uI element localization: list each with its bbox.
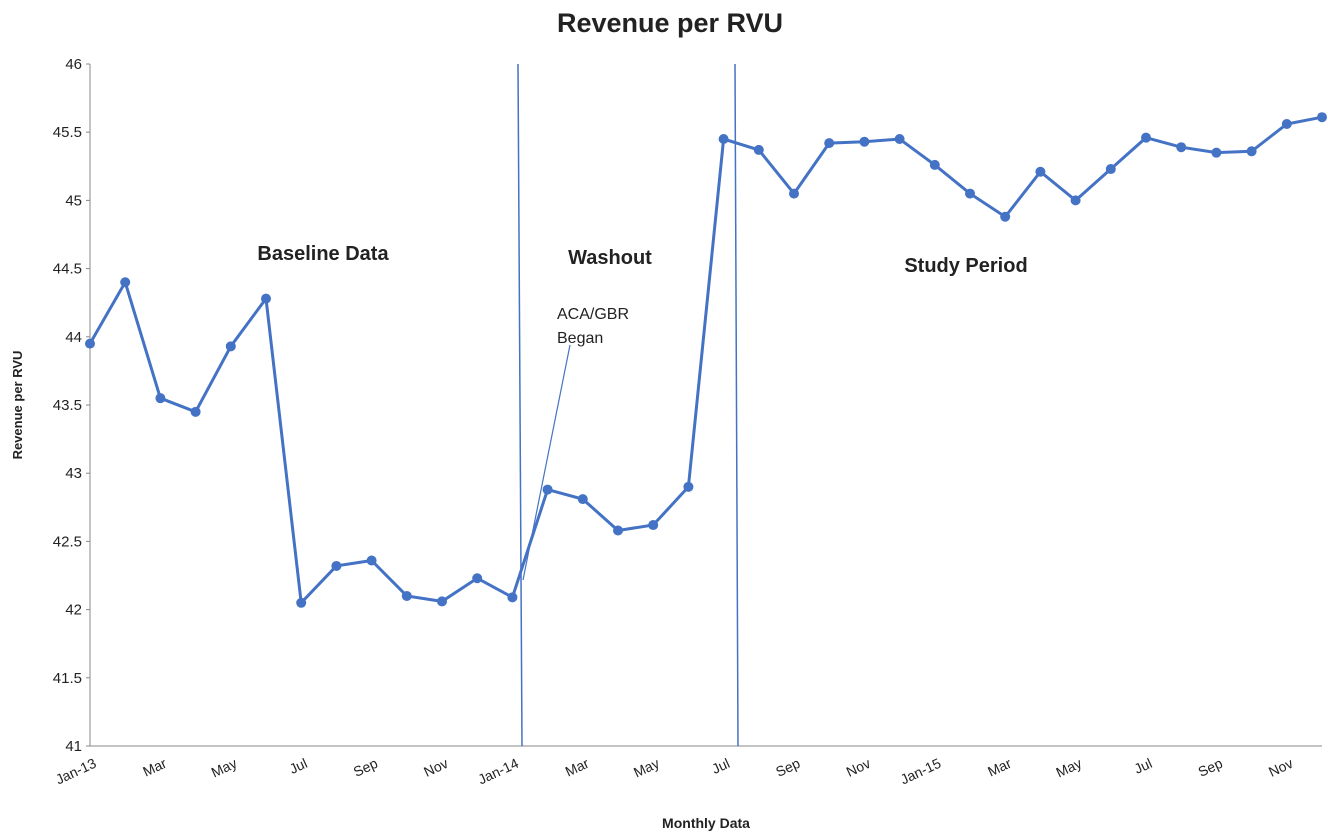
y-tick-label: 41.5 xyxy=(53,670,82,687)
x-tick-label: May xyxy=(631,755,662,781)
x-tick-label: Mar xyxy=(140,755,169,780)
x-tick-label: Jan-13 xyxy=(53,755,99,788)
data-point xyxy=(789,188,799,199)
y-tick-label: 42.5 xyxy=(53,533,82,550)
data-point xyxy=(929,159,940,170)
data-point xyxy=(1246,146,1257,157)
x-tick-label: Sep xyxy=(773,755,803,780)
y-tick-label: 42 xyxy=(65,602,82,619)
data-point xyxy=(1317,112,1327,123)
y-tick-label: 45 xyxy=(65,192,82,209)
data-point xyxy=(401,590,412,601)
data-point xyxy=(366,555,377,566)
data-point xyxy=(155,393,166,404)
data-point xyxy=(507,592,518,603)
chart-title: Revenue per RVU xyxy=(557,8,783,38)
y-axis-label: Revenue per RVU xyxy=(10,351,25,460)
data-point xyxy=(824,138,835,149)
x-tick-label: Nov xyxy=(421,755,450,780)
annotation: Began xyxy=(557,330,603,347)
data-point xyxy=(1035,166,1046,177)
annotation: Study Period xyxy=(904,255,1027,277)
data-point xyxy=(296,597,307,608)
data-point xyxy=(577,494,588,505)
data-point xyxy=(1000,211,1011,222)
annotation: Washout xyxy=(568,247,652,269)
y-tick-label: 44 xyxy=(65,329,82,346)
data-point xyxy=(437,596,447,607)
data-point xyxy=(1281,119,1292,130)
data-point xyxy=(1176,142,1187,153)
x-axis-label: Monthly Data xyxy=(662,815,750,831)
series-line xyxy=(88,115,1323,607)
y-tick-label: 46 xyxy=(65,56,82,73)
y-tick-label: 43.5 xyxy=(53,397,82,414)
data-point xyxy=(859,136,870,147)
data-point xyxy=(753,144,764,155)
x-tick-label: Jan-15 xyxy=(898,755,944,788)
y-tick-label: 41 xyxy=(65,738,82,755)
x-tick-label: Jan-14 xyxy=(475,755,521,788)
data-point xyxy=(225,341,236,352)
annotation: Baseline Data xyxy=(257,243,389,265)
x-tick-label: May xyxy=(209,755,240,781)
data-point xyxy=(683,481,694,492)
x-tick-label: Nov xyxy=(1266,755,1295,780)
data-point xyxy=(261,293,271,304)
data-point xyxy=(542,484,553,495)
data-point xyxy=(894,134,905,145)
data-point xyxy=(120,277,131,288)
period-divider xyxy=(517,63,523,747)
data-point xyxy=(1070,195,1081,206)
data-point xyxy=(1141,132,1151,143)
data-point xyxy=(718,134,729,145)
data-point xyxy=(1211,147,1222,158)
x-tick-label: Mar xyxy=(985,755,1014,780)
y-tick-label: 43 xyxy=(65,465,82,482)
x-tick-label: Nov xyxy=(844,755,873,780)
x-tick-label: Jul xyxy=(709,755,732,777)
data-point xyxy=(648,520,659,531)
x-tick-label: Sep xyxy=(351,755,381,780)
data-point xyxy=(613,525,623,536)
x-tick-label: Mar xyxy=(563,755,592,780)
x-tick-label: May xyxy=(1053,755,1084,781)
x-tick-label: Jul xyxy=(287,755,310,777)
x-tick-label: Sep xyxy=(1196,755,1226,780)
x-tick-label: Jul xyxy=(1132,755,1155,777)
data-point xyxy=(85,338,95,349)
y-tick-label: 44.5 xyxy=(53,261,82,278)
data-point xyxy=(331,560,342,571)
period-divider xyxy=(734,63,739,747)
data-point xyxy=(1105,164,1116,175)
y-tick-label: 45.5 xyxy=(53,124,82,141)
data-point xyxy=(472,573,483,584)
annotation: ACA/GBR xyxy=(557,306,629,323)
data-point xyxy=(965,188,975,199)
data-point xyxy=(190,406,201,417)
